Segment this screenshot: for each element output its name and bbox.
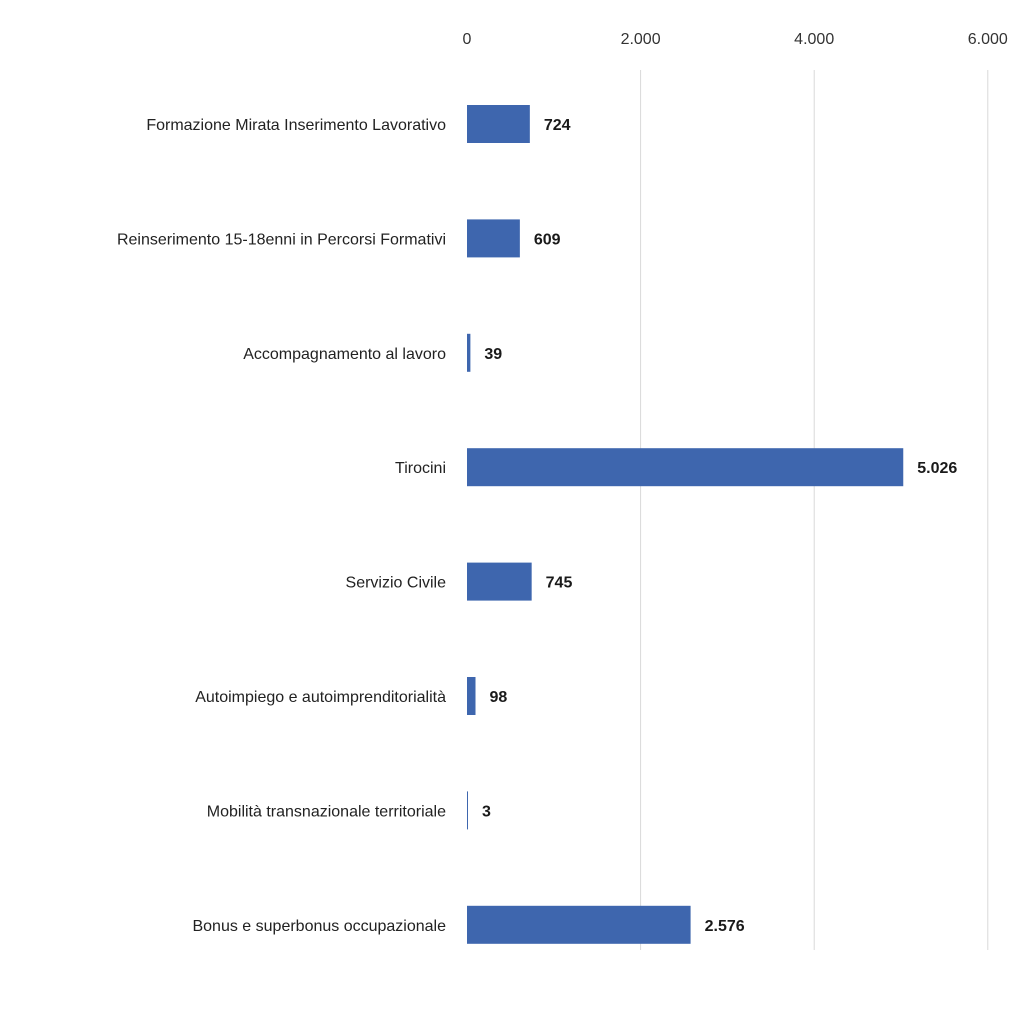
bar	[467, 677, 476, 715]
bars: Formazione Mirata Inserimento Lavorativo…	[117, 105, 957, 944]
data-label: 39	[484, 346, 502, 363]
data-label: 745	[546, 575, 573, 592]
data-label: 5.026	[917, 460, 957, 477]
bar	[467, 791, 468, 830]
x-axis-ticks: 0 2.000 4.000 6.000	[463, 31, 1008, 48]
x-tick-label: 4.000	[794, 31, 834, 48]
data-label: 3	[482, 803, 491, 820]
bar	[467, 905, 691, 944]
data-label: 98	[490, 689, 508, 706]
category-label: Tirocini	[395, 460, 446, 477]
x-tick-label: 0	[463, 31, 472, 48]
category-label: Servizio Civile	[346, 575, 447, 592]
bar	[467, 333, 471, 372]
x-tick-label: 6.000	[968, 31, 1008, 48]
data-label: 609	[534, 231, 561, 248]
category-label: Accompagnamento al lavoro	[243, 346, 446, 363]
bar	[467, 219, 520, 258]
category-label: Bonus e superbonus occupazionale	[192, 918, 446, 935]
category-label: Autoimpiego e autoimprenditorialità	[195, 689, 446, 706]
x-tick-label: 2.000	[621, 31, 661, 48]
data-label: 724	[544, 117, 571, 134]
category-label: Mobilità transnazionale territoriale	[207, 803, 446, 820]
category-label: Reinserimento 15-18enni in Percorsi Form…	[117, 231, 446, 248]
data-label: 2.576	[705, 918, 745, 935]
bar	[467, 448, 904, 487]
category-label: Formazione Mirata Inserimento Lavorativo	[146, 117, 446, 134]
gridlines	[640, 70, 989, 950]
bar	[467, 105, 530, 143]
bar	[467, 562, 532, 601]
